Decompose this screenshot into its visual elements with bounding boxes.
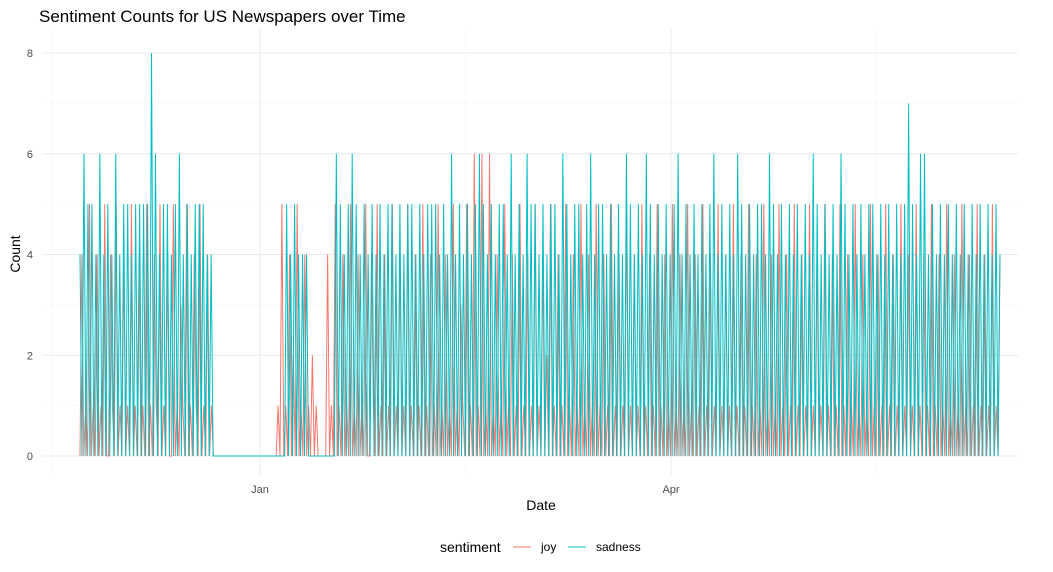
y-tick-label: 8 xyxy=(27,48,33,60)
x-axis-ticks: Jan Apr xyxy=(251,484,680,496)
series-line-sadness xyxy=(79,52,1001,457)
y-tick-label: 2 xyxy=(27,350,33,362)
legend-label-joy: joy xyxy=(540,540,556,554)
legend-title: sentiment xyxy=(440,539,501,555)
x-axis-title: Date xyxy=(526,497,556,513)
y-axis-title: Count xyxy=(7,235,23,272)
x-tick-label: Apr xyxy=(662,484,679,496)
series-lines xyxy=(79,52,1001,457)
y-tick-label: 6 xyxy=(27,149,33,161)
x-tick-label: Jan xyxy=(251,484,269,496)
legend: sentiment joy sadness xyxy=(440,539,641,555)
y-tick-label: 0 xyxy=(27,451,33,463)
y-tick-label: 4 xyxy=(27,250,33,262)
legend-label-sadness: sadness xyxy=(596,540,641,554)
y-axis-ticks: 0 2 4 6 8 xyxy=(27,48,33,463)
chart-title: Sentiment Counts for US Newspapers over … xyxy=(39,7,406,26)
